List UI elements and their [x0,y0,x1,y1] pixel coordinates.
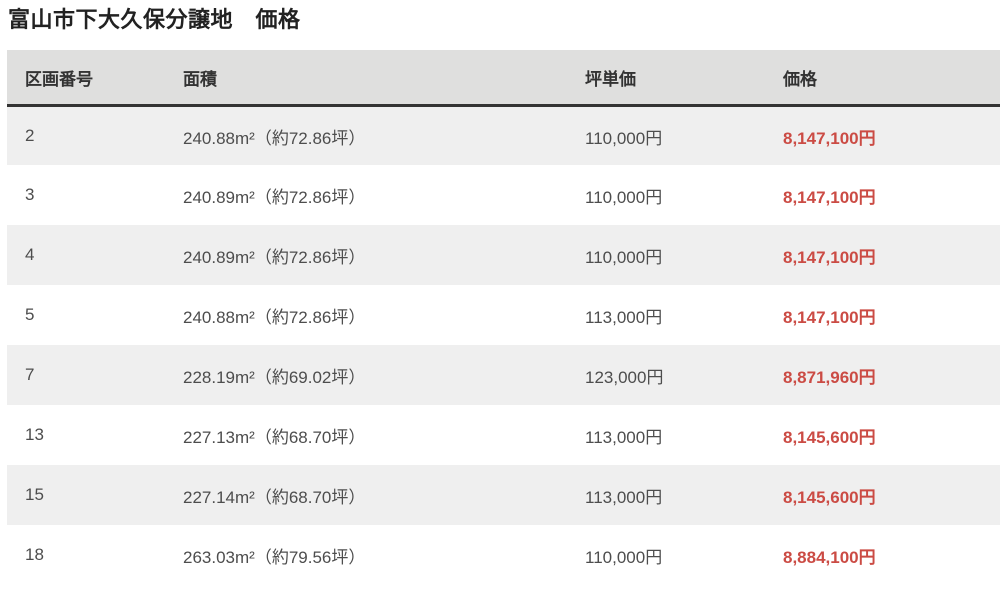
table-row: 15 227.14m²（約68.70坪） 113,000円 8,145,600円 [7,465,1000,526]
lot-cell: 18 [25,545,44,565]
lot-cell: 7 [25,365,35,385]
price-cell: 8,147,100円 [783,307,876,327]
table-row: 5 240.88m²（約72.86坪） 113,000円 8,147,100円 [7,285,1000,346]
unit-price-cell: 110,000円 [585,547,663,567]
table-row: 3 240.89m²（約72.86坪） 110,000円 8,147,100円 [7,165,1000,226]
unit-price-cell: 110,000円 [585,247,663,267]
lot-cell: 5 [25,305,35,325]
table-body: 2 240.88m²（約72.86坪） 110,000円 8,147,100円 3 240… [7,105,1000,586]
price-cell: 8,871,960円 [783,367,876,387]
lot-cell: 13 [25,425,44,445]
area-cell: 240.89m²（約72.86坪） [183,247,366,267]
table-header-row: 区画番号 面積 坪単価 価格 [7,50,1000,107]
lot-cell: 3 [25,185,35,205]
table-row: 7 228.19m²（約69.02坪） 123,000円 8,871,960円 [7,345,1000,406]
price-cell: 8,147,100円 [783,128,876,148]
lot-cell: 15 [25,485,44,505]
price-table: 区画番号 面積 坪単価 価格 2 240.88m²（約72.86坪） 110,000… [7,50,1000,586]
header-lot-number: 区画番号 [7,50,167,107]
price-cell: 8,884,100円 [783,547,876,567]
area-cell: 227.13m²（約68.70坪） [183,427,366,447]
area-cell: 240.88m²（約72.86坪） [183,128,366,148]
lot-cell: 4 [25,245,35,265]
table-row: 4 240.89m²（約72.86坪） 110,000円 8,147,100円 [7,225,1000,286]
area-cell: 228.19m²（約69.02坪） [183,367,366,387]
price-cell: 8,147,100円 [783,187,876,207]
page-title: 富山市下大久保分譲地 価格 [8,7,301,32]
lot-cell: 2 [25,126,35,146]
area-cell: 227.14m²（約68.70坪） [183,487,366,507]
price-cell: 8,145,600円 [783,427,876,447]
area-cell: 240.89m²（約72.86坪） [183,187,366,207]
unit-price-cell: 113,000円 [585,307,663,327]
unit-price-cell: 113,000円 [585,427,663,447]
price-cell: 8,145,600円 [783,487,876,507]
area-cell: 263.03m²（約79.56坪） [183,547,366,567]
unit-price-cell: 113,000円 [585,487,663,507]
table-row: 2 240.88m²（約72.86坪） 110,000円 8,147,100円 [7,105,1000,166]
header-price: 価格 [767,50,1000,107]
header-unit-price: 坪単価 [569,50,767,107]
unit-price-cell: 110,000円 [585,187,663,207]
unit-price-cell: 123,000円 [585,367,664,387]
table-row: 13 227.13m²（約68.70坪） 113,000円 8,145,600円 [7,405,1000,466]
header-area: 面積 [167,50,569,107]
table-row: 18 263.03m²（約79.56坪） 110,000円 8,884,100円 [7,525,1000,586]
price-cell: 8,147,100円 [783,247,876,267]
area-cell: 240.88m²（約72.86坪） [183,307,366,327]
unit-price-cell: 110,000円 [585,128,663,148]
